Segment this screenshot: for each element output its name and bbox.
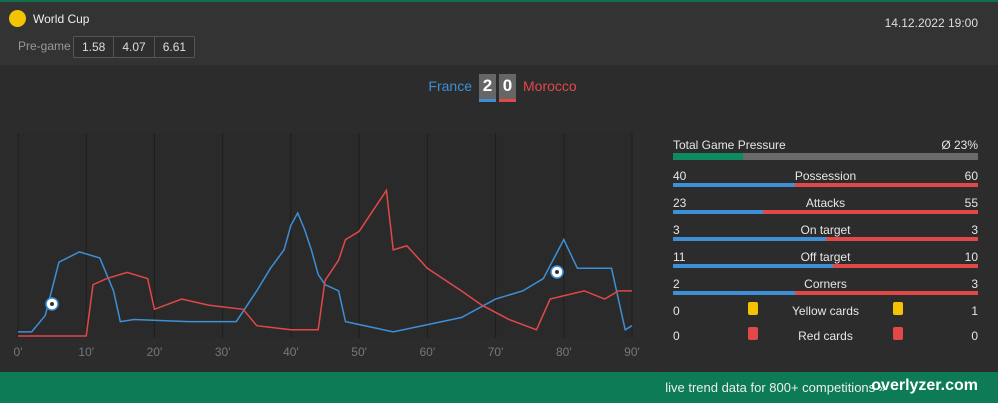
odd[interactable]: 4.07 — [114, 37, 155, 57]
home-team[interactable]: France — [428, 78, 472, 94]
competition-icon — [9, 10, 26, 27]
stat-name: Attacks — [805, 196, 846, 210]
stat-name: On target — [800, 223, 851, 237]
footer-text: live trend data for 800+ competitions » — [665, 380, 886, 395]
competition[interactable]: World Cup — [33, 12, 90, 26]
x-tick-label: 10' — [78, 345, 94, 359]
card-icon — [748, 302, 758, 315]
home-bar — [673, 237, 826, 241]
x-tick-label: 0' — [14, 345, 23, 359]
odd[interactable]: 1.58 — [74, 37, 115, 57]
stat-away: 60 — [964, 169, 978, 183]
x-tick-label: 30' — [215, 345, 231, 359]
stat-home: 3 — [673, 223, 680, 237]
stat-home: 40 — [673, 169, 687, 183]
stat-home: 2 — [673, 277, 680, 291]
x-tick-label: 50' — [351, 345, 367, 359]
pressure-bar — [673, 153, 744, 160]
home-bar — [673, 183, 795, 187]
home-bar — [673, 210, 763, 214]
pressure-track — [673, 153, 978, 160]
x-tick-label: 70' — [488, 345, 504, 359]
away-team[interactable]: Morocco — [523, 78, 577, 94]
pregame-label: Pre-game — [18, 39, 71, 53]
stat-name: Corners — [804, 277, 847, 291]
stat-name: Possession — [794, 169, 857, 183]
away-bar — [832, 264, 978, 268]
card-away: 0 — [971, 329, 978, 343]
stat-away: 10 — [964, 250, 978, 264]
away-bar — [762, 210, 978, 214]
x-tick-label: 40' — [283, 345, 299, 359]
x-tick-label: 60' — [420, 345, 436, 359]
footer: live trend data for 800+ competitions » … — [0, 372, 998, 403]
stat-home: 11 — [673, 250, 686, 264]
card-icon — [748, 327, 758, 340]
card-name: Red cards — [798, 329, 853, 343]
card-home: 0 — [673, 329, 680, 343]
home-bar — [673, 264, 833, 268]
pressure-label: Ø 23% — [941, 138, 978, 152]
stat-away: 55 — [964, 196, 978, 210]
pressure-chart: 0' 10' 20' 30' 40' 50' 60' 70' 80' 90' — [14, 133, 640, 359]
stat-away: 3 — [971, 223, 978, 237]
pressure-title: Total Game Pressure — [673, 138, 786, 152]
away-bar — [795, 183, 978, 187]
card-home: 0 — [673, 304, 680, 318]
x-tick-label: 80' — [556, 345, 572, 359]
home-score: 2 — [479, 74, 496, 102]
goal-icon-dot — [50, 302, 54, 306]
card-icon — [893, 327, 903, 340]
brand[interactable]: overlyzer.com — [871, 377, 978, 394]
away-score: 0 — [499, 74, 516, 102]
header: World Cup Pre-game 1.58 4.07 6.61 14.12.20… — [0, 0, 998, 65]
date: 14.12.2022 19:00 — [884, 16, 978, 30]
stats-panel: Total Game Pressure Ø 23% 40 Possession 60 23… — [673, 136, 978, 356]
stat-home: 23 — [673, 196, 687, 210]
goal-icon-dot — [555, 270, 559, 274]
card-icon — [893, 302, 903, 315]
card-away: 1 — [971, 304, 978, 318]
x-tick-label: 90' — [624, 345, 640, 359]
away-bar — [795, 291, 978, 295]
home-bar — [673, 291, 795, 295]
x-tick-label: 20' — [147, 345, 163, 359]
away-bar — [825, 237, 978, 241]
pressure-line — [18, 211, 633, 333]
pressure-line — [18, 188, 632, 337]
plot-area — [18, 133, 632, 338]
stat-name: Off target — [800, 250, 851, 264]
odd[interactable]: 6.61 — [162, 40, 187, 54]
odds: 1.58 4.07 6.61 — [73, 36, 196, 58]
stat-away: 3 — [971, 277, 978, 291]
card-name: Yellow cards — [792, 304, 859, 318]
